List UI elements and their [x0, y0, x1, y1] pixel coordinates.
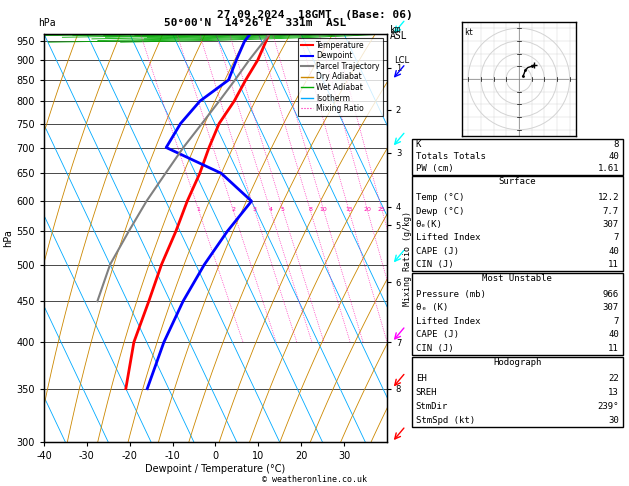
- X-axis label: Dewpoint / Temperature (°C): Dewpoint / Temperature (°C): [145, 464, 286, 474]
- Text: Pressure (mb): Pressure (mb): [416, 290, 486, 298]
- Text: Lifted Index: Lifted Index: [416, 233, 481, 243]
- Text: SREH: SREH: [416, 388, 437, 397]
- Text: 7: 7: [613, 317, 619, 326]
- Text: 11: 11: [608, 260, 619, 269]
- Text: 25: 25: [378, 208, 386, 212]
- Text: Dewp (°C): Dewp (°C): [416, 207, 464, 216]
- Text: 966: 966: [603, 290, 619, 298]
- Text: 239°: 239°: [598, 402, 619, 411]
- Text: Surface: Surface: [499, 177, 536, 187]
- Text: 40: 40: [608, 246, 619, 256]
- Text: 4: 4: [269, 208, 272, 212]
- Text: 30: 30: [608, 416, 619, 425]
- Text: 307: 307: [603, 220, 619, 229]
- Text: Hodograph: Hodograph: [493, 358, 542, 367]
- Text: CAPE (J): CAPE (J): [416, 330, 459, 339]
- Text: 15: 15: [345, 208, 353, 212]
- Text: 8: 8: [308, 208, 312, 212]
- Text: 27.09.2024  18GMT  (Base: 06): 27.09.2024 18GMT (Base: 06): [216, 10, 413, 20]
- Text: Totals Totals: Totals Totals: [416, 152, 486, 161]
- Text: © weatheronline.co.uk: © weatheronline.co.uk: [262, 474, 367, 484]
- Text: 11: 11: [608, 344, 619, 353]
- Text: Lifted Index: Lifted Index: [416, 317, 481, 326]
- Text: 5: 5: [281, 208, 285, 212]
- Text: CAPE (J): CAPE (J): [416, 246, 459, 256]
- Text: 2: 2: [231, 208, 235, 212]
- Text: 50°00'N  14°26'E  331m  ASL: 50°00'N 14°26'E 331m ASL: [164, 18, 346, 28]
- Text: hPa: hPa: [38, 18, 55, 28]
- Text: 12.2: 12.2: [598, 193, 619, 202]
- Text: LCL: LCL: [394, 55, 409, 65]
- Text: 20: 20: [364, 208, 371, 212]
- Text: PW (cm): PW (cm): [416, 164, 454, 174]
- Text: 22: 22: [608, 374, 619, 383]
- Text: EH: EH: [416, 374, 426, 383]
- Y-axis label: hPa: hPa: [4, 229, 14, 247]
- Text: Most Unstable: Most Unstable: [482, 274, 552, 283]
- Text: 1: 1: [197, 208, 201, 212]
- Text: 40: 40: [608, 330, 619, 339]
- Text: km: km: [390, 25, 402, 35]
- Text: 8: 8: [613, 140, 619, 149]
- Text: θₑ(K): θₑ(K): [416, 220, 443, 229]
- Text: K: K: [416, 140, 421, 149]
- Text: 10: 10: [320, 208, 328, 212]
- Text: 40: 40: [608, 152, 619, 161]
- Text: 7: 7: [613, 233, 619, 243]
- Text: 7.7: 7.7: [603, 207, 619, 216]
- Text: Mixing Ratio (g/kg): Mixing Ratio (g/kg): [403, 211, 411, 306]
- Legend: Temperature, Dewpoint, Parcel Trajectory, Dry Adiabat, Wet Adiabat, Isotherm, Mi: Temperature, Dewpoint, Parcel Trajectory…: [298, 38, 383, 116]
- Text: CIN (J): CIN (J): [416, 344, 454, 353]
- Text: kt: kt: [464, 28, 474, 37]
- Text: Temp (°C): Temp (°C): [416, 193, 464, 202]
- Text: 3: 3: [252, 208, 257, 212]
- Text: StmSpd (kt): StmSpd (kt): [416, 416, 475, 425]
- Text: CIN (J): CIN (J): [416, 260, 454, 269]
- Text: 13: 13: [608, 388, 619, 397]
- Text: StmDir: StmDir: [416, 402, 448, 411]
- Text: 1.61: 1.61: [598, 164, 619, 174]
- Text: ASL: ASL: [390, 31, 408, 41]
- Text: θₑ (K): θₑ (K): [416, 303, 448, 312]
- Text: 307: 307: [603, 303, 619, 312]
